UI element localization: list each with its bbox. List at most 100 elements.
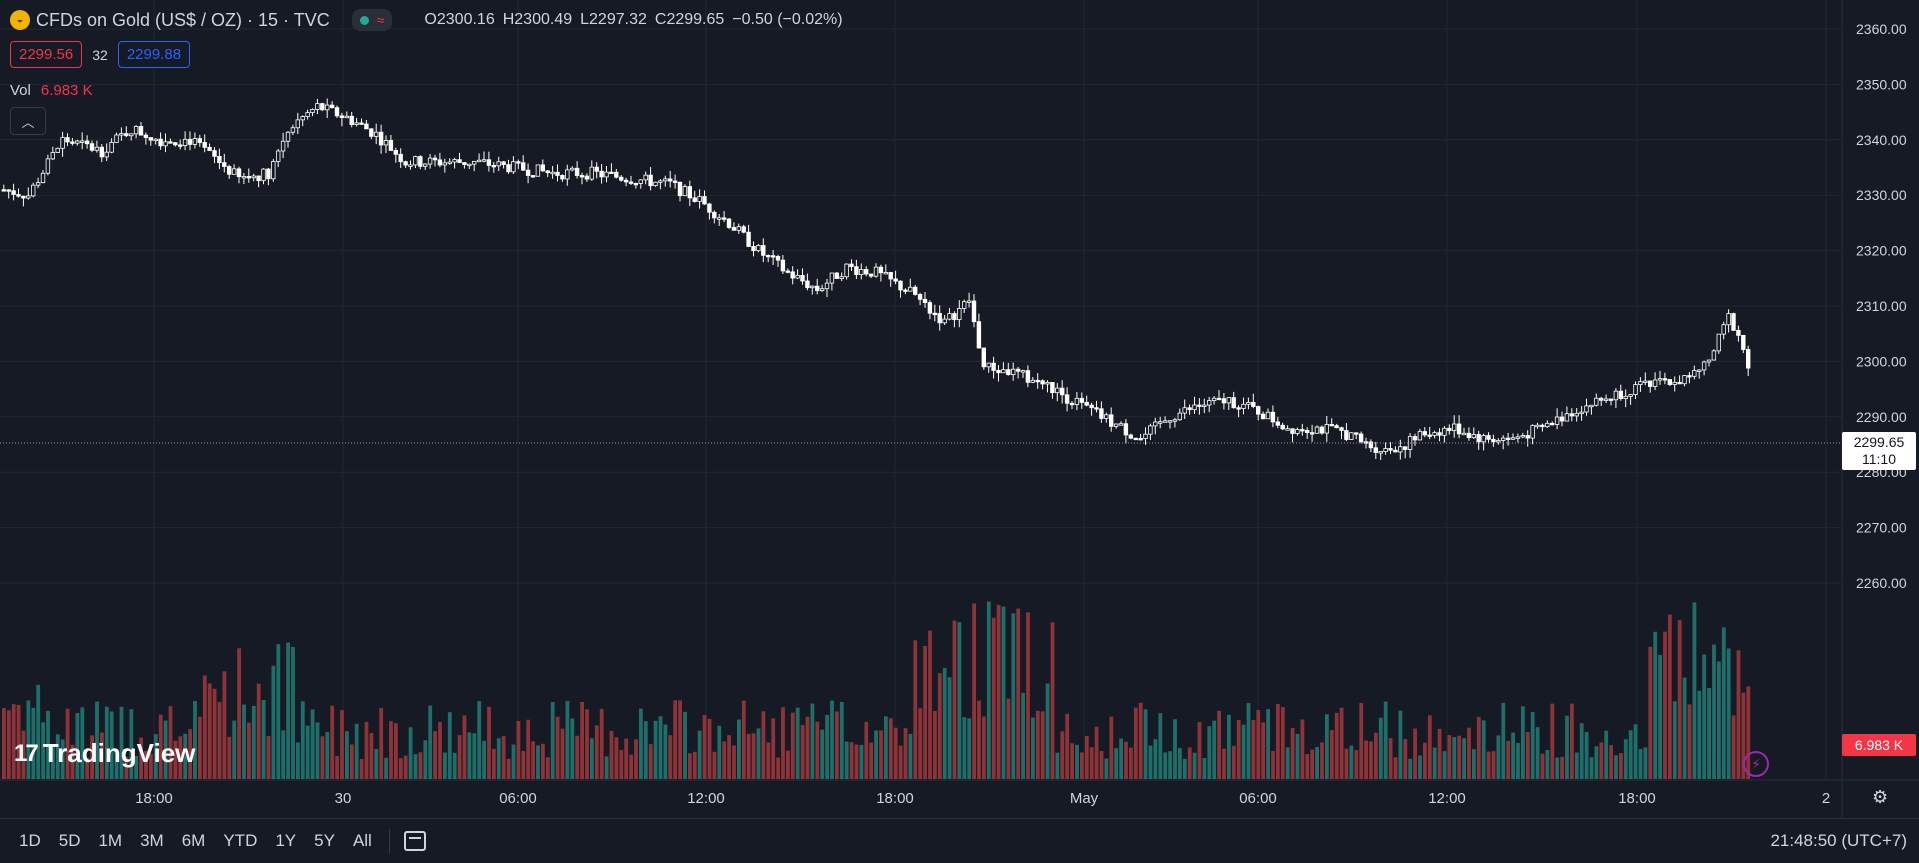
sell-button[interactable]: 2299.56: [10, 41, 83, 68]
candle: [751, 246, 756, 252]
volume-bar: [286, 642, 290, 779]
candle: [785, 270, 790, 273]
candle: [1403, 446, 1408, 450]
price-tick-label: 2350.00: [1856, 76, 1907, 92]
candle: [795, 275, 800, 279]
volume-bar: [506, 758, 511, 779]
candle: [1138, 438, 1143, 441]
candle: [1554, 416, 1560, 425]
volume-bar: [1619, 753, 1623, 779]
volume-bar: [266, 736, 271, 779]
candle: [555, 171, 560, 176]
chevron-up-icon[interactable]: ︿: [10, 107, 46, 135]
volume-bar: [991, 617, 996, 779]
volume-bar: [1393, 757, 1398, 779]
candle: [976, 321, 982, 349]
candle: [849, 263, 854, 268]
volume-bar: [325, 732, 330, 779]
chart-grid: [0, 0, 1919, 818]
low-value: 2297.32: [589, 11, 647, 28]
volume-bar: [1658, 655, 1662, 779]
volume-bar: [884, 716, 888, 779]
candle: [1442, 427, 1447, 436]
time-tick-label: 2: [1822, 790, 1830, 807]
candle: [663, 178, 668, 182]
candle: [275, 150, 281, 162]
candle: [1295, 429, 1300, 434]
range-button-6m[interactable]: 6M: [181, 831, 206, 850]
volume-bar: [1031, 717, 1035, 779]
volume-bar: [712, 751, 717, 779]
candle: [246, 176, 251, 179]
volume-bar: [1472, 749, 1476, 779]
volume-bar: [1682, 677, 1687, 779]
candle: [810, 285, 815, 289]
candle: [383, 140, 389, 146]
volume-bar: [888, 718, 893, 779]
candle: [124, 133, 129, 137]
volume-bar: [820, 729, 825, 779]
gold-coin-icon[interactable]: ◒: [10, 10, 30, 30]
candle: [65, 137, 70, 143]
candle: [1373, 447, 1378, 453]
volume-bar: [1256, 710, 1261, 779]
volume-bar: [575, 735, 580, 779]
candle: [373, 131, 379, 137]
volume-bar: [648, 744, 653, 779]
candle: [834, 272, 839, 279]
volume-bar: [100, 732, 104, 779]
candle: [815, 285, 820, 291]
market-status-pill[interactable]: ≈: [351, 9, 393, 31]
candle: [1123, 423, 1129, 436]
volume-bar: [790, 712, 795, 779]
volume-bar: [585, 709, 589, 779]
volume-bar: [256, 683, 261, 779]
volume-bar: [1717, 661, 1721, 779]
volume-bar: [604, 756, 609, 779]
candle: [344, 115, 349, 119]
range-button-all[interactable]: All: [352, 831, 372, 850]
range-button-5y[interactable]: 5Y: [314, 831, 335, 850]
clock[interactable]: 21:48:50 (UTC+7): [1770, 831, 1907, 850]
price-tick-label: 2300.00: [1856, 353, 1907, 369]
volume-bar: [1271, 750, 1275, 779]
range-button-1y[interactable]: 1Y: [275, 831, 297, 850]
price-scale-ticks: 2360.00 2350.00 2340.00 2330.00 2320.00 2310.…: [1856, 21, 1907, 591]
candle: [378, 131, 384, 146]
volume-bar: [1001, 606, 1006, 779]
volume-bar: [1623, 739, 1628, 779]
calendar-icon[interactable]: [403, 831, 426, 851]
candle: [971, 300, 977, 323]
candle: [1040, 380, 1045, 385]
volume-bar: [46, 710, 50, 779]
volume-legend[interactable]: Vol 6.983 K: [10, 82, 93, 99]
candle: [285, 131, 291, 142]
candle: [1, 189, 6, 192]
settings-icon[interactable]: ⚙: [1872, 787, 1889, 807]
range-button-5d[interactable]: 5D: [58, 831, 81, 850]
range-button-1m[interactable]: 1M: [98, 831, 123, 850]
volume-bar: [1462, 738, 1466, 779]
candle: [1300, 429, 1305, 432]
symbol-title[interactable]: CFDs on Gold (US$ / OZ) · 15 · TVC: [36, 9, 330, 30]
volume-bar: [786, 750, 790, 779]
tradingview-logo[interactable]: 17 TradingView: [14, 738, 195, 769]
volume-bar: [1584, 731, 1589, 779]
candle: [1011, 368, 1016, 376]
volume-bar: [1016, 608, 1021, 779]
buy-button[interactable]: 2299.88: [117, 41, 191, 68]
volume-bar: [1383, 701, 1388, 779]
volume-bar: [761, 711, 766, 779]
range-button-3m[interactable]: 3M: [140, 831, 164, 850]
lightning-icon[interactable]: ⚡: [1743, 751, 1769, 777]
ohlc-values: O2300.16 H2300.49 L2297.32 C2299.65 −0.5…: [424, 11, 843, 28]
volume-bar: [178, 736, 183, 779]
volume-bar: [1084, 735, 1089, 779]
range-button-ytd[interactable]: YTD: [223, 831, 258, 850]
volume-bar: [1369, 741, 1373, 779]
volume-bar: [51, 745, 55, 779]
candle: [829, 272, 835, 284]
volume-bar: [1442, 751, 1447, 779]
range-button-1d[interactable]: 1D: [19, 831, 41, 850]
